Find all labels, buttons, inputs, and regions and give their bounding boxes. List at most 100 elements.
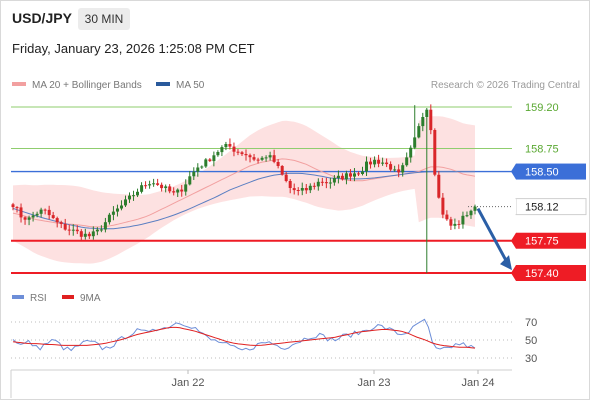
candle-body[interactable] xyxy=(228,144,232,147)
candle-body[interactable] xyxy=(288,181,292,188)
candle-body[interactable] xyxy=(103,222,107,230)
candle-body[interactable] xyxy=(87,233,91,237)
candle-body[interactable] xyxy=(445,214,449,220)
candle-body[interactable] xyxy=(172,191,176,193)
candle-body[interactable] xyxy=(389,164,393,170)
candle-body[interactable] xyxy=(453,223,457,226)
candle-body[interactable] xyxy=(116,208,119,212)
candle-body[interactable] xyxy=(433,130,437,175)
candle-body[interactable] xyxy=(160,184,164,189)
candle-body[interactable] xyxy=(59,222,63,224)
candle-body[interactable] xyxy=(244,154,248,156)
candle-body[interactable] xyxy=(469,210,473,216)
candle-body[interactable] xyxy=(192,171,196,177)
candle-body[interactable] xyxy=(180,189,184,192)
candle-body[interactable] xyxy=(168,186,172,192)
candle-body[interactable] xyxy=(196,167,200,172)
candle-body[interactable] xyxy=(413,137,417,148)
candle-body[interactable] xyxy=(83,233,87,237)
candle-body[interactable] xyxy=(369,161,372,165)
candle-body[interactable] xyxy=(212,155,216,162)
candle-body[interactable] xyxy=(256,159,260,161)
candle-body[interactable] xyxy=(31,215,35,218)
candle-body[interactable] xyxy=(385,162,389,165)
candle-body[interactable] xyxy=(248,155,252,158)
candle-body[interactable] xyxy=(357,173,360,175)
candle-body[interactable] xyxy=(63,224,67,230)
timeframe-badge[interactable]: 30 MIN xyxy=(78,8,130,30)
candle-body[interactable] xyxy=(401,165,405,173)
candle-body[interactable] xyxy=(216,152,220,156)
candle-body[interactable] xyxy=(47,209,51,216)
candle-body[interactable] xyxy=(312,185,316,187)
candle-body[interactable] xyxy=(409,147,413,158)
candle-body[interactable] xyxy=(144,185,148,187)
candle-body[interactable] xyxy=(268,155,272,158)
candle-body[interactable] xyxy=(344,173,348,180)
candle-body[interactable] xyxy=(55,218,59,223)
candle-body[interactable] xyxy=(79,231,83,237)
candle-body[interactable] xyxy=(441,197,445,215)
candle-body[interactable] xyxy=(264,157,268,159)
candle-body[interactable] xyxy=(381,162,385,164)
candle-body[interactable] xyxy=(324,182,328,184)
candle-body[interactable] xyxy=(349,173,352,177)
candle-body[interactable] xyxy=(75,229,79,232)
price-tag-157.75[interactable] xyxy=(516,232,586,249)
candle-body[interactable] xyxy=(19,207,23,218)
candle-body[interactable] xyxy=(23,217,27,220)
candle-body[interactable] xyxy=(184,184,188,192)
candle-body[interactable] xyxy=(140,185,144,192)
candle-body[interactable] xyxy=(429,109,433,131)
candle-body[interactable] xyxy=(107,214,111,223)
candle-body[interactable] xyxy=(417,126,421,138)
candle-body[interactable] xyxy=(461,215,465,225)
candle-body[interactable] xyxy=(43,209,47,211)
price-tag-158.50[interactable] xyxy=(516,163,586,180)
candle-body[interactable] xyxy=(437,174,441,198)
candle-body[interactable] xyxy=(39,209,43,214)
candle-body[interactable] xyxy=(224,144,228,148)
candle-body[interactable] xyxy=(111,211,115,215)
candle-body[interactable] xyxy=(232,146,236,152)
candle-body[interactable] xyxy=(136,191,139,196)
candle-body[interactable] xyxy=(200,166,204,168)
candle-body[interactable] xyxy=(457,223,461,225)
candle-body[interactable] xyxy=(340,175,344,180)
candle-body[interactable] xyxy=(397,169,401,173)
candle-body[interactable] xyxy=(51,215,55,218)
candle-body[interactable] xyxy=(393,169,397,171)
candle-body[interactable] xyxy=(332,178,336,183)
candle-body[interactable] xyxy=(272,155,276,162)
candle-body[interactable] xyxy=(449,219,453,226)
candle-body[interactable] xyxy=(152,183,156,185)
candle-body[interactable] xyxy=(320,181,324,183)
candle-body[interactable] xyxy=(292,188,296,191)
price-tag-157.40[interactable] xyxy=(516,265,586,281)
candle-body[interactable] xyxy=(188,176,192,185)
candle-body[interactable] xyxy=(71,229,75,231)
candle-body[interactable] xyxy=(284,174,288,181)
candle-body[interactable] xyxy=(296,190,300,191)
candle-body[interactable] xyxy=(176,189,180,193)
candle-body[interactable] xyxy=(120,205,123,209)
candle-body[interactable] xyxy=(15,207,19,209)
candle-body[interactable] xyxy=(252,157,256,160)
candle-body[interactable] xyxy=(365,161,368,172)
candle-body[interactable] xyxy=(91,231,95,237)
candle-body[interactable] xyxy=(11,204,15,208)
candle-body[interactable] xyxy=(156,183,160,185)
candle-body[interactable] xyxy=(276,162,280,166)
candle-body[interactable] xyxy=(465,215,469,217)
candle-body[interactable] xyxy=(260,157,264,160)
candle-body[interactable] xyxy=(236,151,240,153)
candle-body[interactable] xyxy=(124,199,127,206)
candle-body[interactable] xyxy=(405,157,409,166)
candle-body[interactable] xyxy=(328,182,332,184)
candle-body[interactable] xyxy=(377,159,381,164)
candle-body[interactable] xyxy=(132,195,135,197)
candle-body[interactable] xyxy=(336,175,340,178)
candle-body[interactable] xyxy=(308,185,312,191)
candle-body[interactable] xyxy=(220,147,224,153)
